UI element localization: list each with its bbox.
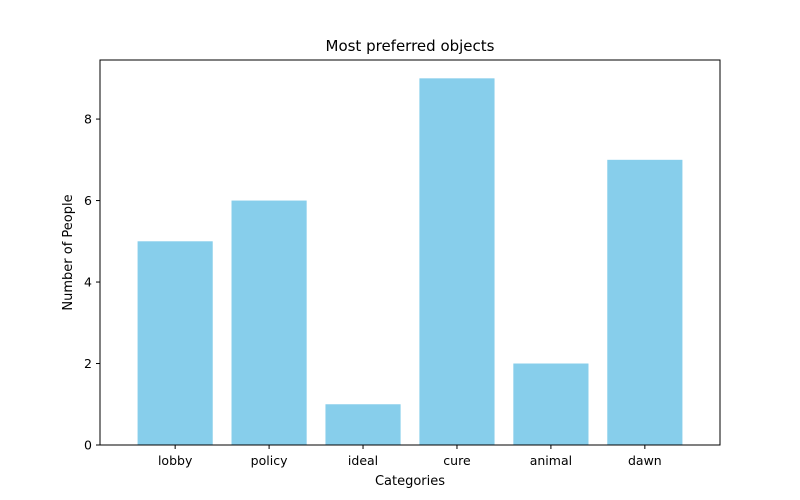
y-tick-label: 0 [84,438,92,453]
bar-policy [231,200,307,445]
x-tick-label: lobby [158,453,193,468]
x-tick-label: cure [443,453,471,468]
bar-ideal [325,404,401,445]
plot-frame [99,59,721,446]
chart-title: Most preferred objects [326,37,495,55]
y-tick-label: 2 [84,356,92,371]
x-tick-label: ideal [348,453,378,468]
bar-animal [513,363,589,445]
y-axis-ticks: 0 2 4 6 8 [84,112,100,453]
x-tick-label: policy [251,453,288,468]
y-tick-label: 6 [84,193,92,208]
bar-dawn [607,159,683,445]
y-tick-label: 8 [84,112,92,127]
y-tick-label: 4 [84,275,92,290]
bar-cure [419,78,495,445]
x-axis-ticks: lobby policy ideal cure animal dawn [158,445,662,468]
bar-lobby [137,241,213,445]
x-tick-label: dawn [628,453,662,468]
y-axis-label: Number of People [61,194,76,310]
bars-group [137,78,683,445]
x-axis-label: Categories [375,474,445,489]
x-tick-label: animal [530,453,572,468]
